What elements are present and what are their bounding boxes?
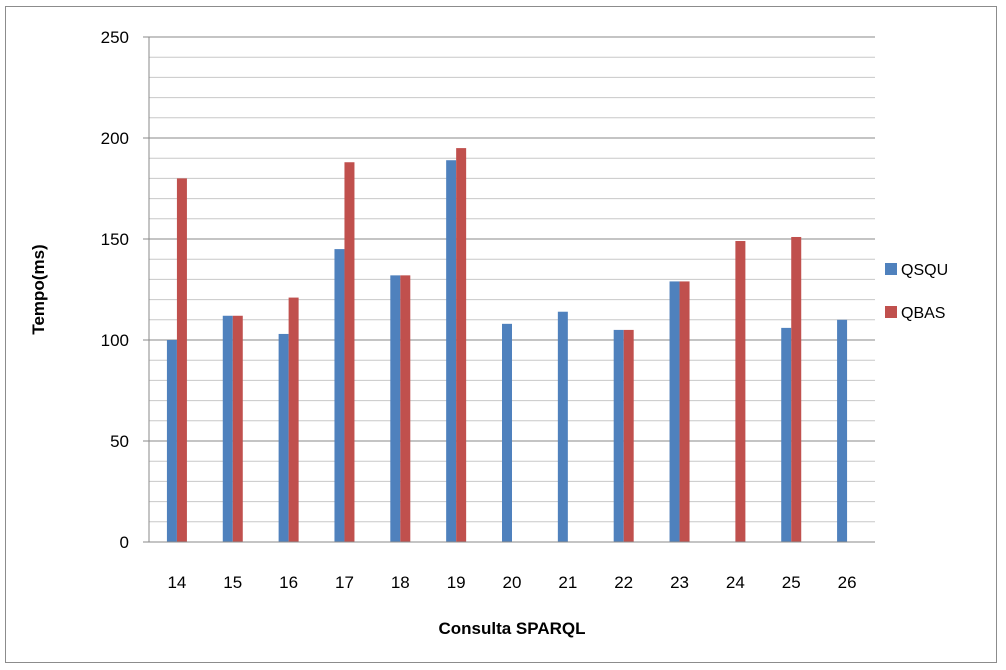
y-tick-label: 50 (110, 432, 129, 451)
bars (166, 148, 848, 543)
bar-qsqu-18 (390, 275, 401, 542)
x-tick-labels: 14 15 16 17 18 19 20 21 22 23 24 25 26 (167, 573, 856, 592)
bar-qsqu-21 (557, 311, 568, 542)
bar-qsqu-19 (446, 160, 457, 542)
y-tick-label: 100 (101, 331, 129, 350)
bar-qsqu-15 (222, 315, 233, 542)
bar-qsqu-14 (166, 340, 177, 542)
bar-qbas-22 (623, 329, 634, 542)
x-tick-label: 20 (503, 573, 522, 592)
legend-label-qbas: QBAS (901, 305, 945, 322)
x-tick-label: 21 (558, 573, 577, 592)
bar-qsqu-25 (781, 327, 792, 542)
chart-frame: 0 50 100 150 200 250 14 15 16 17 18 19 20 21 22 23 24 25… (5, 6, 997, 663)
bar-qsqu-26 (837, 319, 848, 542)
bar-qbas-24 (735, 241, 746, 542)
x-tick-label: 24 (726, 573, 745, 592)
x-tick-label: 19 (447, 573, 466, 592)
x-tick-label: 17 (335, 573, 354, 592)
y-tick-label: 250 (101, 28, 129, 47)
bar-qsqu-20 (502, 323, 512, 542)
bar-qbas-15 (232, 315, 243, 542)
y-tick-labels: 0 50 100 150 200 250 (101, 28, 129, 552)
y-tick-label: 150 (101, 230, 129, 249)
x-tick-label: 15 (223, 573, 242, 592)
bar-qsqu-17 (334, 249, 345, 542)
x-tick-label: 16 (279, 573, 298, 592)
legend-label-qsqu: QSQU (901, 262, 948, 279)
y-tick-label: 0 (120, 533, 129, 552)
y-axis-title: Tempo(ms) (29, 244, 48, 334)
bar-qbas-16 (288, 297, 299, 542)
bar-chart: 0 50 100 150 200 250 14 15 16 17 18 19 20 21 22 23 24 25… (29, 28, 948, 638)
grid-lines (149, 36, 875, 543)
bar-qbas-14 (176, 178, 187, 542)
bar-qbas-19 (456, 148, 467, 542)
bar-qbas-23 (679, 281, 690, 542)
bar-qbas-17 (344, 162, 355, 543)
bar-qbas-18 (400, 275, 411, 542)
x-tick-label: 25 (782, 573, 801, 592)
legend-swatch-qsqu (885, 263, 897, 275)
x-tick-label: 23 (670, 573, 689, 592)
legend: QSQU QBAS (885, 262, 948, 322)
x-tick-label: 26 (838, 573, 857, 592)
axes (143, 36, 875, 543)
x-tick-label: 18 (391, 573, 410, 592)
bar-qbas-25 (791, 236, 802, 543)
x-axis-title: Consulta SPARQL (438, 619, 585, 638)
bar-qsqu-16 (278, 333, 289, 542)
x-tick-label: 14 (167, 573, 186, 592)
y-tick-label: 200 (101, 129, 129, 148)
x-tick-label: 22 (614, 573, 633, 592)
bar-qsqu-22 (613, 329, 624, 542)
legend-swatch-qbas (885, 306, 897, 318)
bar-qsqu-23 (669, 281, 680, 542)
